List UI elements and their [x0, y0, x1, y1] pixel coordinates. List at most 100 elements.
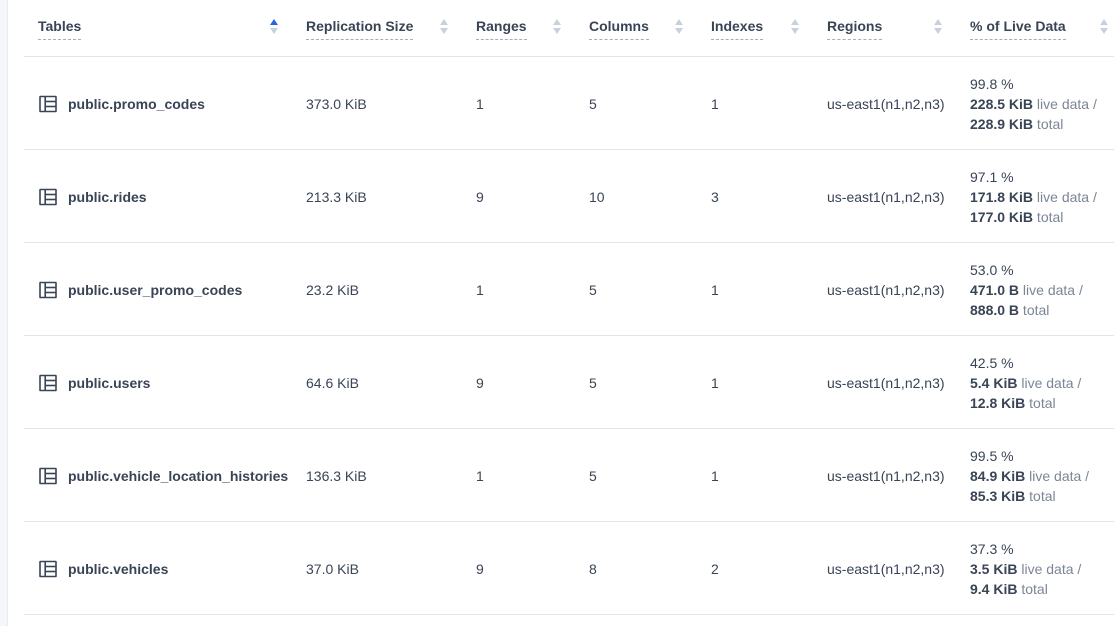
columns-cell: 5 [589, 95, 597, 112]
ranges-cell: 1 [476, 467, 484, 484]
sort-down-icon [553, 28, 561, 34]
table-name-cell: public.vehicle_location_histories [38, 466, 306, 486]
ranges-cell: 9 [476, 374, 484, 391]
live-size-line: 171.8 KiB live data / [970, 188, 1097, 205]
table-name-link[interactable]: public.vehicles [68, 560, 169, 577]
indexes-cell: 1 [711, 374, 719, 391]
column-header-regions[interactable]: Regions [827, 18, 970, 40]
replication-size-cell: 136.3 KiB [306, 467, 367, 484]
table-icon [38, 466, 58, 486]
table-row: public.user_promo_codes 23.2 KiB 1 5 1 u… [0, 243, 1114, 336]
live-size-line: 471.0 B live data / [970, 281, 1083, 298]
total-size-line: 177.0 KiB total [970, 208, 1064, 225]
regions-cell: us-east1(n1,n2,n3) [827, 95, 945, 112]
live-percent: 53.0 % [970, 261, 1014, 278]
column-header-label: % of Live Data [970, 18, 1066, 40]
table-name-link[interactable]: public.users [68, 374, 151, 391]
sort-icon[interactable] [270, 19, 278, 34]
table-icon [38, 94, 58, 114]
table-icon [38, 187, 58, 207]
sort-icon[interactable] [675, 19, 683, 34]
ranges-cell: 1 [476, 95, 484, 112]
ranges-cell: 1 [476, 281, 484, 298]
total-size-line: 9.4 KiB total [970, 580, 1048, 597]
columns-cell: 5 [589, 281, 597, 298]
live-size-line: 3.5 KiB live data / [970, 560, 1082, 577]
live-size-line: 228.5 KiB live data / [970, 95, 1097, 112]
sort-icon[interactable] [934, 19, 942, 34]
sort-icon[interactable] [1100, 19, 1108, 34]
column-header-live-data[interactable]: % of Live Data [970, 18, 1114, 40]
columns-cell: 10 [589, 188, 605, 205]
live-percent: 99.8 % [970, 75, 1014, 92]
regions-cell: us-east1(n1,n2,n3) [827, 560, 945, 577]
sort-down-icon [270, 28, 278, 34]
ranges-cell: 9 [476, 560, 484, 577]
live-percent: 42.5 % [970, 354, 1014, 371]
sort-up-icon [553, 19, 561, 25]
indexes-cell: 3 [711, 188, 719, 205]
table-name-cell: public.user_promo_codes [38, 280, 306, 300]
column-header-ranges[interactable]: Ranges [476, 18, 589, 40]
table-name-link[interactable]: public.promo_codes [68, 95, 205, 112]
table-name-link[interactable]: public.rides [68, 188, 147, 205]
table-row: public.users 64.6 KiB 9 5 1 us-east1(n1,… [0, 336, 1114, 429]
sort-down-icon [675, 28, 683, 34]
columns-cell: 5 [589, 467, 597, 484]
table-row: public.promo_codes 373.0 KiB 1 5 1 us-ea… [0, 57, 1114, 150]
table-name-link[interactable]: public.user_promo_codes [68, 281, 243, 298]
sort-up-icon [440, 19, 448, 25]
table-icon [38, 280, 58, 300]
table-name-link[interactable]: public.vehicle_location_histories [68, 467, 289, 484]
table-row: public.vehicles 37.0 KiB 9 8 2 us-east1(… [0, 522, 1114, 615]
table-row: public.vehicle_location_histories 136.3 … [0, 429, 1114, 522]
replication-size-cell: 23.2 KiB [306, 281, 359, 298]
table-row: public.rides 213.3 KiB 9 10 3 us-east1(n… [0, 150, 1114, 243]
regions-cell: us-east1(n1,n2,n3) [827, 374, 945, 391]
column-header-label: Regions [827, 18, 883, 40]
sort-down-icon [934, 28, 942, 34]
live-percent: 99.5 % [970, 447, 1014, 464]
replication-size-cell: 213.3 KiB [306, 188, 367, 205]
columns-cell: 5 [589, 374, 597, 391]
live-data-cell: 37.3 % 3.5 KiB live data / 9.4 KiB total [970, 539, 1114, 599]
total-size-line: 85.3 KiB total [970, 487, 1056, 504]
column-header-columns[interactable]: Columns [589, 18, 711, 40]
ranges-cell: 9 [476, 188, 484, 205]
sort-down-icon [440, 28, 448, 34]
live-data-cell: 99.5 % 84.9 KiB live data / 85.3 KiB tot… [970, 446, 1114, 506]
sort-up-icon [675, 19, 683, 25]
sort-up-icon [934, 19, 942, 25]
total-size-line: 228.9 KiB total [970, 115, 1064, 132]
column-header-label: Columns [589, 18, 649, 40]
sort-up-icon [270, 19, 278, 25]
indexes-cell: 2 [711, 560, 719, 577]
live-data-cell: 53.0 % 471.0 B live data / 888.0 B total [970, 260, 1114, 320]
sort-icon[interactable] [440, 19, 448, 34]
live-percent: 37.3 % [970, 540, 1014, 557]
table-name-cell: public.promo_codes [38, 94, 306, 114]
sort-icon[interactable] [553, 19, 561, 34]
column-header-label: Ranges [476, 18, 527, 40]
columns-cell: 8 [589, 560, 597, 577]
indexes-cell: 1 [711, 281, 719, 298]
regions-cell: us-east1(n1,n2,n3) [827, 467, 945, 484]
live-percent: 97.1 % [970, 168, 1014, 185]
live-size-line: 5.4 KiB live data / [970, 374, 1082, 391]
total-size-line: 888.0 B total [970, 301, 1050, 318]
live-data-cell: 97.1 % 171.8 KiB live data / 177.0 KiB t… [970, 167, 1114, 227]
sort-icon[interactable] [791, 19, 799, 34]
column-header-label: Tables [38, 18, 82, 40]
table-icon [38, 373, 58, 393]
sort-up-icon [791, 19, 799, 25]
regions-cell: us-east1(n1,n2,n3) [827, 188, 945, 205]
column-header-indexes[interactable]: Indexes [711, 18, 827, 40]
column-header-tables[interactable]: Tables [38, 18, 306, 40]
column-header-replication-size[interactable]: Replication Size [306, 18, 476, 40]
live-data-cell: 99.8 % 228.5 KiB live data / 228.9 KiB t… [970, 74, 1114, 134]
table-icon [38, 559, 58, 579]
replication-size-cell: 37.0 KiB [306, 560, 359, 577]
table-header-row: Tables Replication Size Ranges Columns I… [0, 0, 1114, 57]
live-size-line: 84.9 KiB live data / [970, 467, 1090, 484]
